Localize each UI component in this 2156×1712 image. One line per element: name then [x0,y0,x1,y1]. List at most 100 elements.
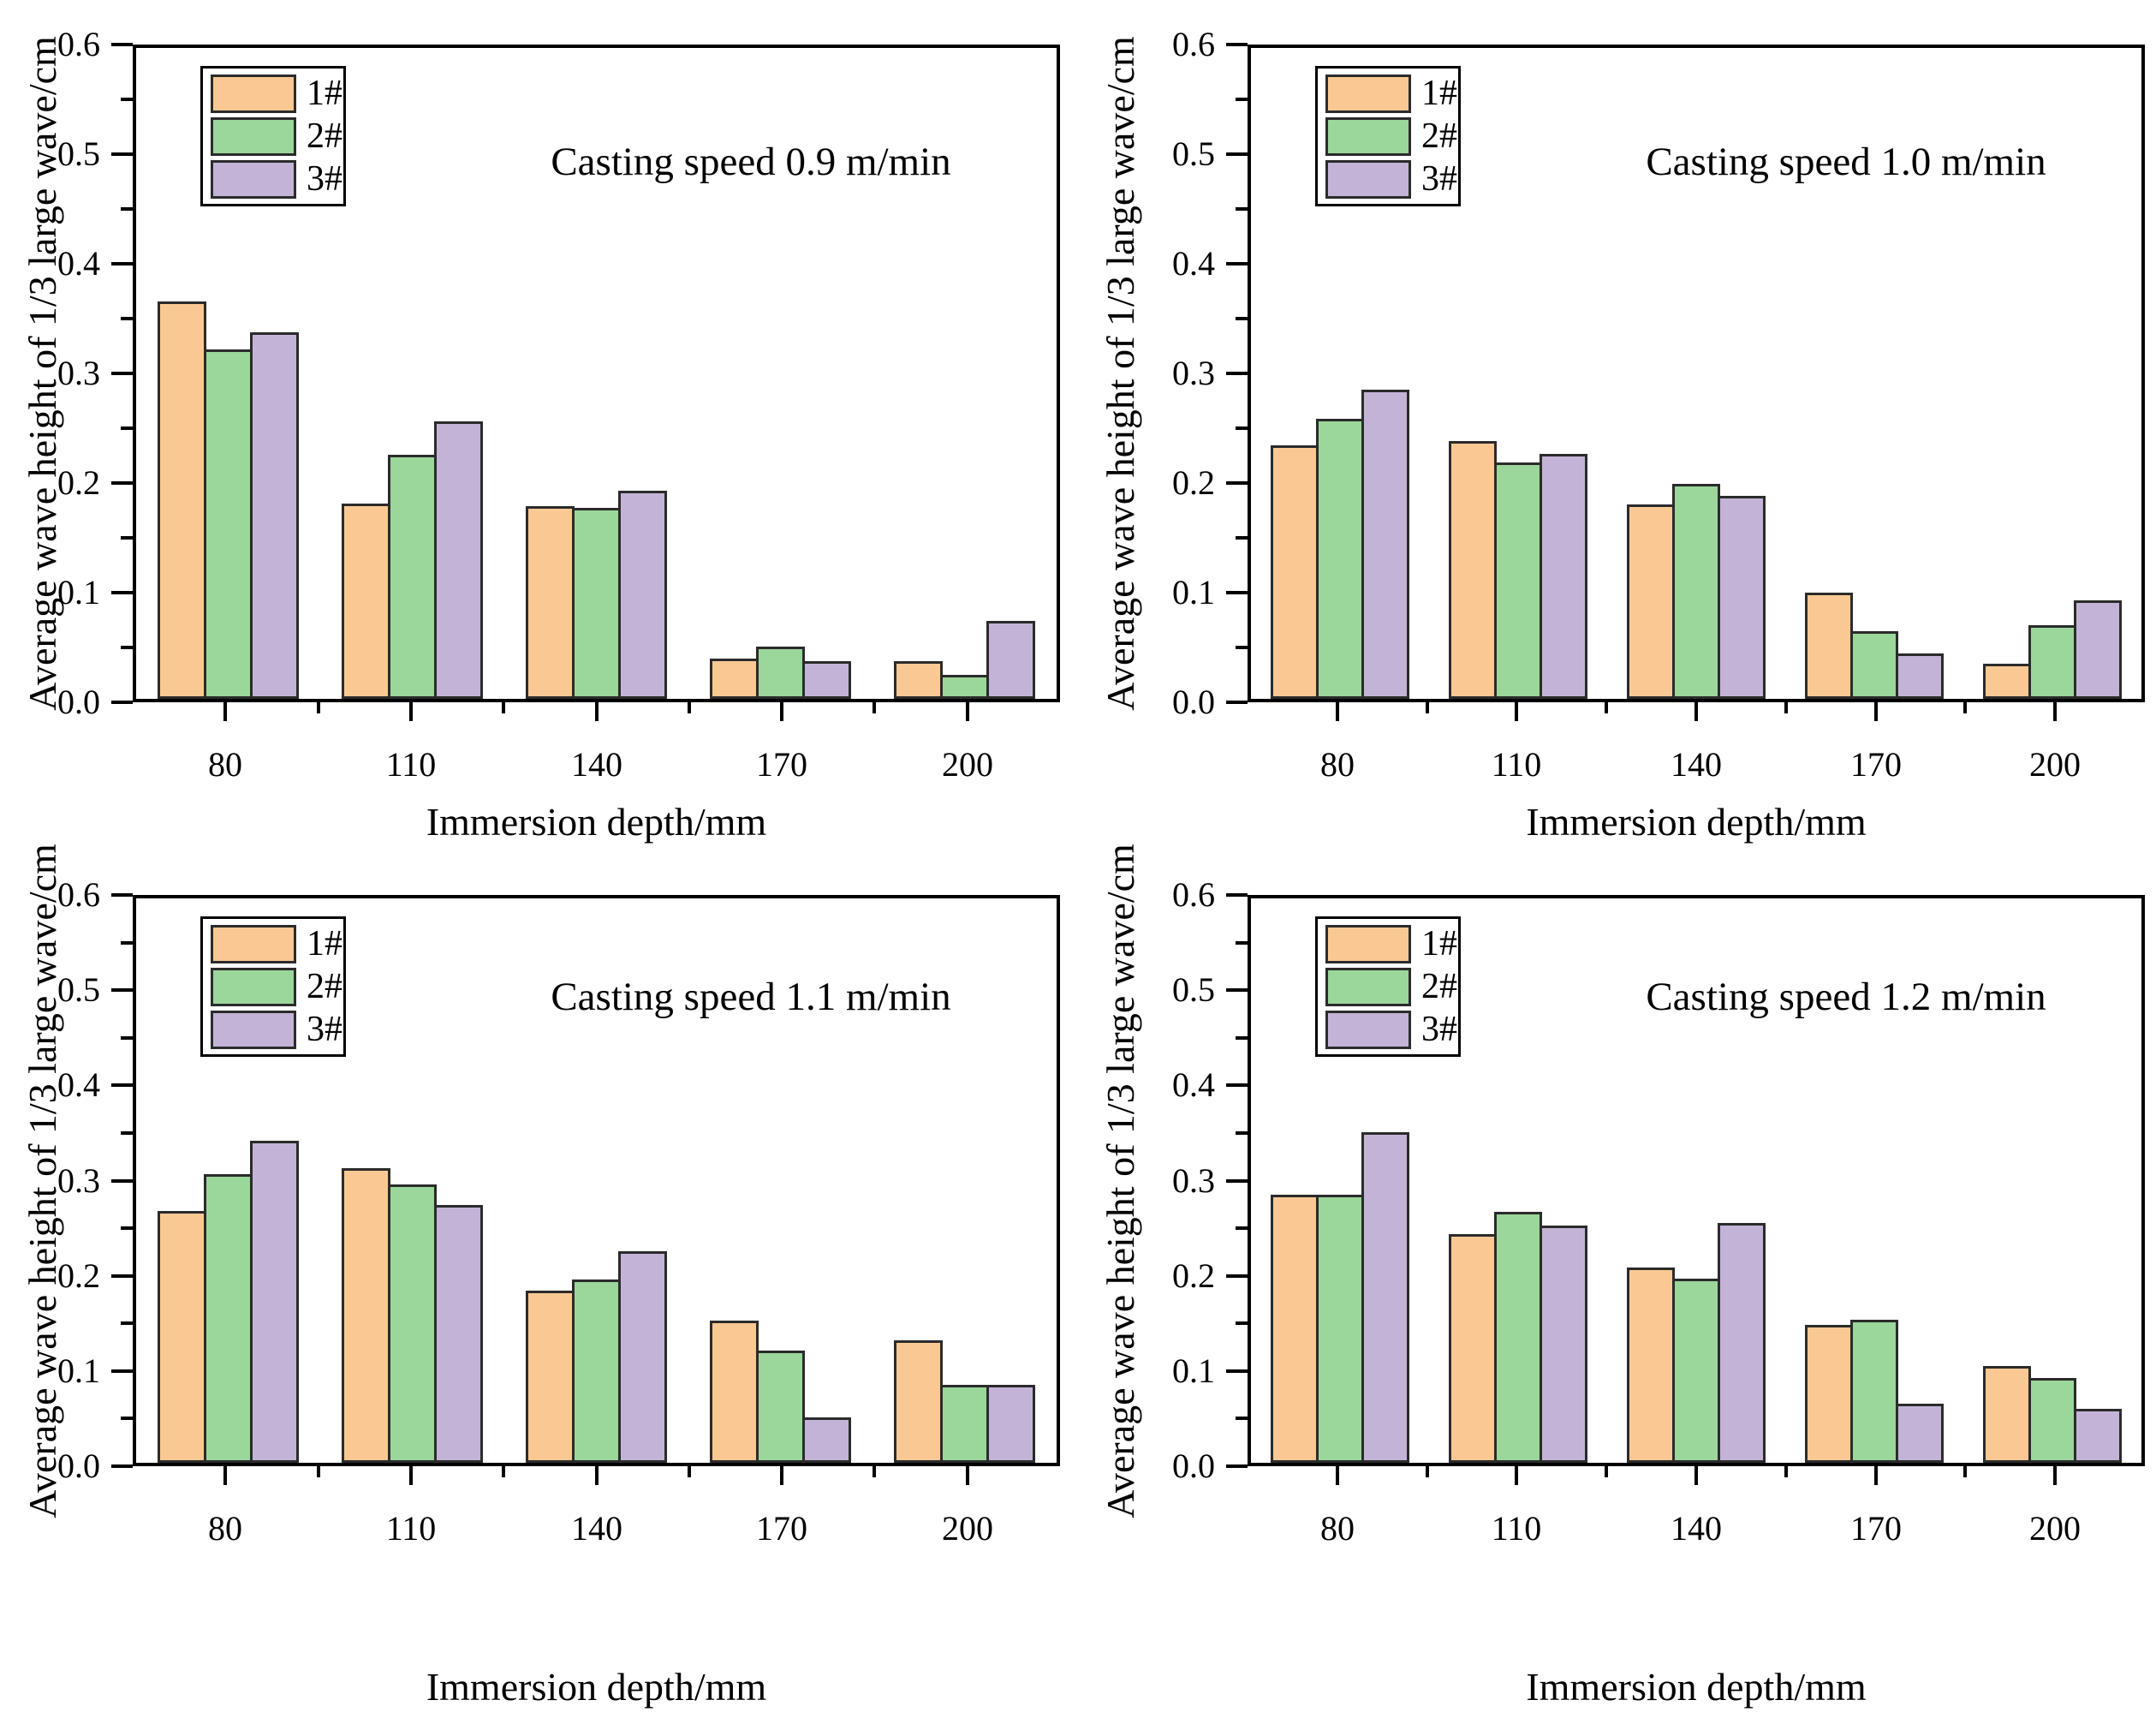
x-major-tick [780,702,783,721]
bar-s1-80 [158,301,206,699]
bar-s1-140 [1627,1268,1675,1463]
bar-s2-170 [1850,1320,1898,1463]
y-tick-label: 0.1 [1172,1351,1215,1390]
plot-area: 1# 2# 3# Casting speed 1.1 m/min [133,895,1060,1466]
chart-title: Casting speed 1.1 m/min [551,975,951,1019]
y-major-tick [111,262,133,265]
y-minor-tick [121,317,133,320]
bar-s2-170 [756,1351,805,1463]
legend-label: 1# [307,924,342,963]
x-tick-label: 110 [1491,745,1542,784]
y-major-tick [111,1464,133,1468]
legend: 1# 2# 3# [1315,66,1461,206]
y-major-tick [1226,1464,1248,1468]
x-tick-label: 140 [571,745,622,784]
bar-s3-110 [1540,1226,1587,1463]
y-tick-label: 0.2 [1172,1256,1215,1295]
legend-swatch-2 [1325,117,1411,156]
chart-panel-1: 1# 2# 3# Casting speed 0.9 m/min 0.0 0.1 0.2 0.… [0,0,1078,856]
legend-swatch-1 [1325,75,1411,113]
y-minor-tick [121,536,133,540]
bar-s1-140 [526,1291,575,1463]
y-major-tick [111,988,133,992]
y-major-tick [111,43,133,46]
bar-s3-200 [986,1385,1035,1463]
bar-s3-200 [986,621,1035,699]
x-minor-tick [1605,702,1608,713]
legend-label: 1# [307,74,342,113]
bar-s3-200 [2074,1409,2122,1463]
x-minor-tick [502,702,505,713]
y-tick-label: 0.2 [57,1256,100,1295]
y-tick-label: 0.3 [57,354,100,392]
bar-s2-110 [388,1184,437,1463]
y-tick-label: 0.4 [57,244,100,283]
plot-area: 1# 2# 3# Casting speed 0.9 m/min [133,45,1060,702]
legend-swatch-3 [1325,160,1411,199]
y-major-tick [111,1274,133,1278]
x-minor-tick [317,1466,320,1477]
y-minor-tick [121,1131,133,1135]
y-axis-title: Average wave height of 1/3 large wave/cm [1099,843,1142,1518]
bar-s2-200 [940,1385,989,1463]
x-axis-title: Immersion depth/mm [1526,800,1867,844]
legend-label: 1# [1421,74,1457,113]
bar-s2-110 [1494,462,1542,699]
y-minor-tick [1236,1321,1248,1325]
legend: 1# 2# 3# [1315,916,1461,1057]
chart-title: Casting speed 1.2 m/min [1646,975,2046,1019]
bar-s2-140 [1672,484,1720,699]
x-tick-label: 110 [385,1509,437,1548]
y-major-tick [111,152,133,156]
x-major-tick [2053,702,2057,721]
x-tick-label: 140 [1671,1509,1722,1548]
x-major-tick [1874,702,1878,721]
y-major-tick [111,1179,133,1183]
x-minor-tick [688,702,691,713]
y-major-tick [111,481,133,485]
chart-panel-2: 1# 2# 3# Casting speed 1.0 m/min 0.0 0.1 0.2 0.… [1078,0,2156,856]
y-minor-tick [1236,1131,1248,1135]
y-major-tick [111,701,133,704]
bar-s1-200 [1983,664,2031,699]
x-tick-label: 80 [1320,1509,1355,1548]
bar-s1-110 [342,1168,390,1463]
bar-s1-110 [1449,1234,1497,1463]
y-minor-tick [1236,207,1248,211]
legend-label: 2# [1421,967,1457,1006]
bar-s2-140 [1672,1279,1720,1463]
legend-label: 1# [1421,924,1457,963]
y-tick-label: 0.0 [57,1447,100,1485]
legend-swatch-1 [1325,925,1411,963]
y-tick-label: 0.2 [57,463,100,502]
x-tick-label: 80 [208,745,242,784]
y-tick-label: 0.5 [57,134,100,173]
bar-s2-80 [204,349,253,699]
bar-s3-140 [618,1251,667,1463]
x-major-tick [2053,1466,2057,1485]
x-major-tick [223,1466,227,1485]
x-axis-title: Immersion depth/mm [426,800,767,844]
y-minor-tick [121,1226,133,1230]
x-minor-tick [1963,1466,1967,1477]
y-minor-tick [121,941,133,945]
y-tick-label: 0.5 [1172,970,1215,1009]
bar-s3-140 [618,491,667,699]
y-major-tick [111,1083,133,1087]
y-major-tick [1226,1369,1248,1373]
bar-s1-200 [894,661,943,699]
y-major-tick [1226,591,1248,594]
bar-s1-140 [1627,504,1675,699]
y-minor-tick [121,1321,133,1325]
bar-s1-170 [710,659,759,699]
chart-title: Casting speed 1.0 m/min [1646,140,2046,184]
x-tick-label: 80 [1320,745,1355,784]
y-major-tick [1226,1179,1248,1183]
bar-s1-110 [1449,441,1497,699]
x-major-tick [595,1466,599,1485]
x-minor-tick [1784,702,1788,713]
y-major-tick [1226,262,1248,265]
y-minor-tick [1236,941,1248,945]
bar-s3-170 [802,1417,851,1463]
y-minor-tick [121,646,133,649]
